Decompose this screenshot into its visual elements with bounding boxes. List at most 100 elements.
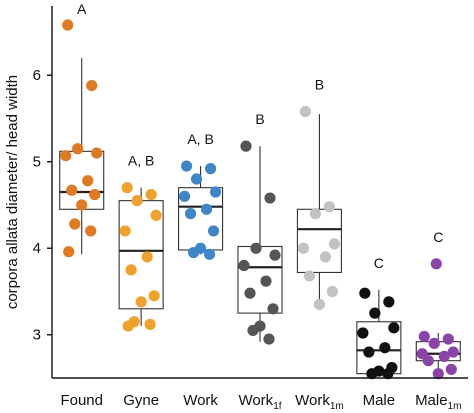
data-point bbox=[369, 307, 381, 319]
data-point bbox=[299, 105, 312, 118]
data-point bbox=[267, 303, 279, 315]
data-point bbox=[247, 324, 259, 337]
data-point bbox=[180, 160, 193, 172]
data-point bbox=[309, 208, 322, 220]
y-axis-label: corpora allata diameter/ head width bbox=[4, 75, 21, 309]
data-point bbox=[200, 203, 213, 215]
data-point bbox=[260, 275, 272, 287]
box-iqr bbox=[296, 208, 342, 274]
x-category-label: Male bbox=[363, 392, 396, 409]
data-point bbox=[131, 195, 143, 207]
data-point bbox=[263, 333, 275, 345]
data-point bbox=[76, 199, 88, 211]
data-point bbox=[383, 296, 395, 308]
x-category-subscript: 1m bbox=[448, 401, 462, 412]
data-point bbox=[187, 246, 200, 259]
data-point bbox=[323, 201, 336, 213]
data-point bbox=[326, 285, 339, 298]
data-point bbox=[62, 19, 74, 31]
data-point bbox=[363, 346, 375, 358]
data-point bbox=[82, 175, 94, 187]
data-point bbox=[135, 296, 147, 308]
significance-label: A bbox=[77, 1, 87, 17]
x-category-name: Male bbox=[415, 392, 448, 409]
x-category-name: Work bbox=[183, 392, 218, 409]
data-point bbox=[121, 182, 133, 194]
x-category-name: Found bbox=[60, 392, 103, 409]
data-point bbox=[122, 320, 134, 332]
data-point bbox=[190, 173, 203, 185]
data-point bbox=[184, 208, 197, 220]
data-point bbox=[447, 346, 459, 358]
data-point bbox=[428, 337, 440, 349]
x-category-name: Male bbox=[363, 392, 396, 409]
data-point bbox=[422, 355, 434, 367]
data-point bbox=[85, 225, 97, 237]
y-axis-ticks: 3 4 5 6 bbox=[33, 67, 52, 344]
data-point bbox=[238, 259, 250, 272]
data-point bbox=[303, 270, 316, 282]
x-category-label: Male1m bbox=[415, 392, 461, 412]
significance-labels: A A, B A, B B B C C bbox=[77, 1, 443, 271]
data-point bbox=[72, 143, 84, 155]
data-point bbox=[328, 238, 341, 250]
significance-label: A, B bbox=[128, 153, 154, 169]
significance-label: C bbox=[374, 255, 384, 271]
y-tick-label: 6 bbox=[33, 67, 41, 84]
y-tick-label: 3 bbox=[33, 327, 41, 344]
x-category-name: Work bbox=[295, 392, 330, 409]
data-point bbox=[144, 318, 156, 330]
data-point bbox=[145, 188, 157, 201]
data-point bbox=[319, 251, 332, 263]
data-point bbox=[203, 248, 216, 260]
x-category-label: Work1m bbox=[295, 392, 344, 412]
data-point bbox=[209, 186, 222, 198]
data-point bbox=[244, 287, 256, 299]
data-point bbox=[89, 188, 101, 201]
data-point bbox=[359, 287, 371, 299]
data-point bbox=[150, 209, 162, 221]
data-point bbox=[86, 79, 98, 92]
x-category-subscript: 1m bbox=[330, 401, 344, 412]
significance-label: A, B bbox=[187, 131, 213, 147]
significance-label: B bbox=[315, 77, 324, 93]
significance-label: C bbox=[433, 229, 443, 245]
data-point bbox=[119, 225, 131, 237]
data-point bbox=[240, 140, 252, 152]
data-point bbox=[382, 368, 394, 380]
x-category-label: Gyne bbox=[123, 392, 159, 409]
data-point bbox=[148, 290, 160, 302]
data-points bbox=[60, 19, 459, 380]
data-point bbox=[438, 350, 450, 362]
data-point bbox=[297, 242, 310, 254]
x-category-name: Work bbox=[238, 392, 273, 409]
x-category-subscript: 1f bbox=[273, 401, 282, 412]
x-category-label: Found bbox=[60, 392, 103, 409]
data-point bbox=[207, 225, 220, 237]
x-category-label: Work bbox=[183, 392, 218, 409]
data-point bbox=[69, 218, 81, 230]
data-point bbox=[313, 298, 326, 311]
data-point bbox=[178, 190, 191, 202]
data-point bbox=[269, 249, 281, 261]
significance-label: B bbox=[255, 111, 264, 127]
data-point bbox=[66, 184, 78, 196]
data-point bbox=[388, 322, 400, 334]
data-point bbox=[418, 330, 430, 343]
data-point bbox=[91, 147, 103, 159]
x-axis-categories: Found Gyne Work Work1f Work1m Male Male1m bbox=[60, 392, 461, 412]
y-tick-label: 5 bbox=[33, 154, 41, 171]
data-point bbox=[445, 363, 457, 375]
data-point bbox=[442, 333, 454, 345]
data-point bbox=[63, 246, 75, 258]
data-point bbox=[125, 264, 137, 276]
outlier-point bbox=[430, 258, 442, 270]
data-point bbox=[204, 163, 217, 175]
data-point bbox=[250, 242, 262, 254]
x-category-name: Gyne bbox=[123, 392, 159, 409]
data-point bbox=[357, 327, 369, 339]
data-point bbox=[264, 192, 276, 204]
data-point bbox=[366, 368, 378, 380]
x-category-label: Work1f bbox=[238, 392, 281, 412]
